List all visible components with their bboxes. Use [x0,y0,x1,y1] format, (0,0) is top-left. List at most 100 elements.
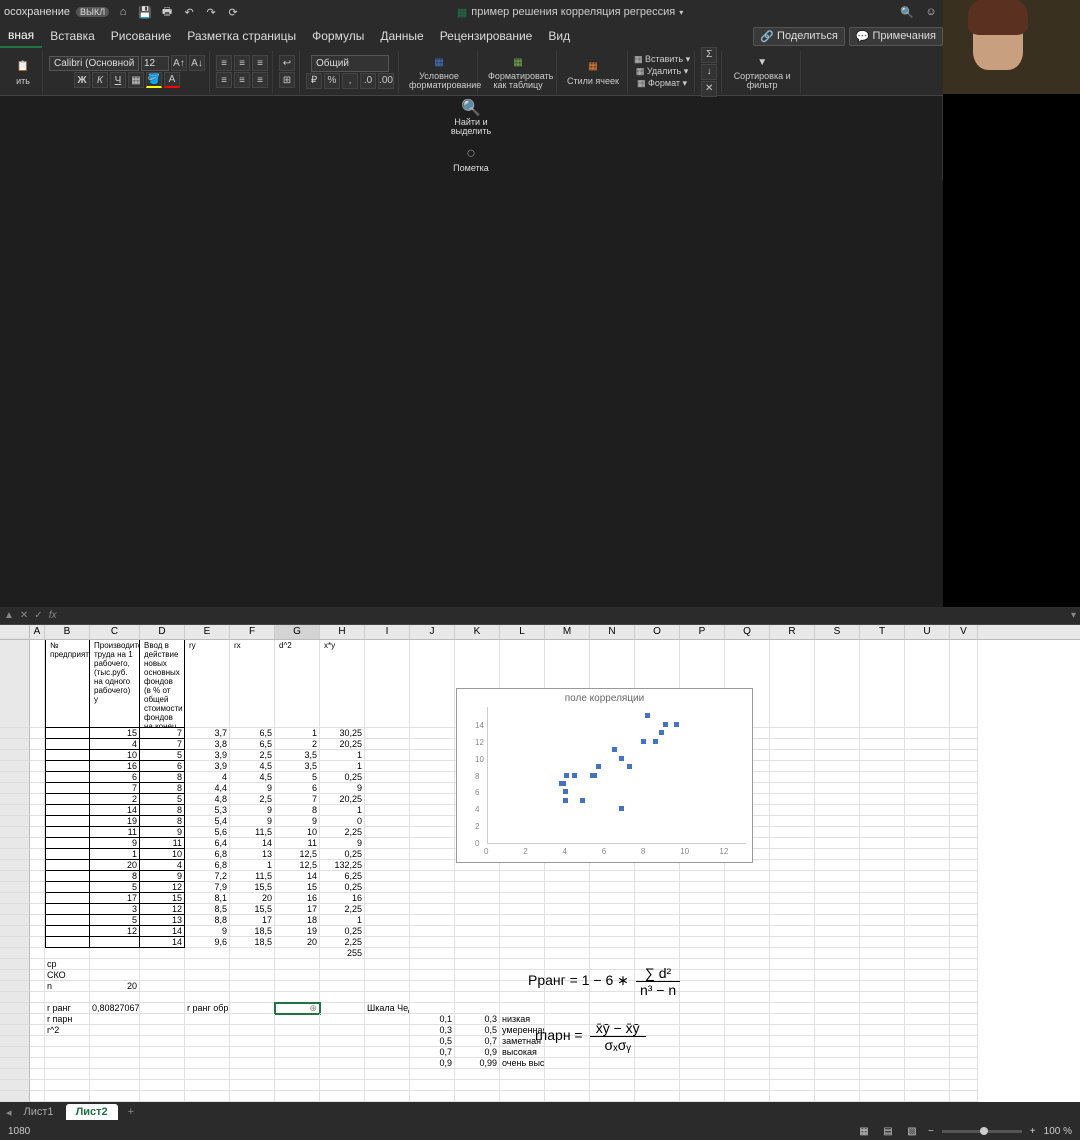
cell[interactable] [725,948,770,959]
cell[interactable]: 13 [230,849,275,860]
cell[interactable]: 12 [90,926,140,937]
cell[interactable] [45,937,90,948]
delete-cells-button[interactable]: ▦ Удалить ▾ [636,66,688,77]
font-select[interactable] [49,56,139,71]
cell[interactable]: 0,9 [410,1058,455,1069]
cell[interactable] [680,904,725,915]
cell[interactable] [410,959,455,970]
currency-icon[interactable]: ₽ [306,73,322,89]
cell[interactable] [590,1080,635,1091]
cell[interactable] [770,1058,815,1069]
cell[interactable] [30,794,45,805]
dec-inc-icon[interactable]: .0 [360,73,376,89]
cell[interactable] [410,882,455,893]
undo-icon[interactable]: ↶ [181,4,197,20]
cell[interactable]: 11,5 [230,827,275,838]
cell[interactable]: 12 [140,904,185,915]
cell[interactable] [275,1091,320,1102]
cell[interactable] [860,1003,905,1014]
fx-icon[interactable]: fx [49,610,57,621]
cell[interactable] [725,926,770,937]
cell[interactable] [45,926,90,937]
cell[interactable] [905,783,950,794]
cell[interactable] [90,1014,140,1025]
cell[interactable]: 8,1 [185,893,230,904]
cell[interactable] [185,1069,230,1080]
expand-formula-icon[interactable]: ▾ [1071,610,1076,621]
cell[interactable]: 5,4 [185,816,230,827]
cell[interactable] [45,1080,90,1091]
col-header-P[interactable]: P [680,625,725,639]
cell[interactable] [500,948,545,959]
cell[interactable]: 13 [140,915,185,926]
cell[interactable] [45,860,90,871]
cell[interactable] [950,860,978,871]
cell[interactable]: 14 [230,838,275,849]
cell[interactable]: 5,6 [185,827,230,838]
cell[interactable]: 5,3 [185,805,230,816]
cell[interactable] [410,640,455,728]
cell[interactable] [140,948,185,959]
cell[interactable] [140,992,185,1003]
cell[interactable] [725,882,770,893]
cell[interactable] [860,893,905,904]
cell[interactable] [590,882,635,893]
cell[interactable]: 0 [320,816,365,827]
cell[interactable] [410,893,455,904]
cell[interactable] [545,1080,590,1091]
view-normal-icon[interactable]: ▦ [856,1123,872,1139]
add-sheet-icon[interactable]: + [120,1106,142,1118]
cell[interactable] [455,893,500,904]
comma-icon[interactable]: , [342,73,358,89]
cell[interactable] [950,871,978,882]
cell[interactable]: 15,5 [230,904,275,915]
cell[interactable] [950,640,978,728]
cell[interactable] [140,1047,185,1058]
cell[interactable] [950,915,978,926]
redo-icon[interactable]: ↷ [203,4,219,20]
cell[interactable] [590,1058,635,1069]
cell[interactable] [365,948,410,959]
cell[interactable] [860,970,905,981]
cell[interactable] [90,1047,140,1058]
cell[interactable] [140,1069,185,1080]
cell[interactable]: 9 [90,838,140,849]
cell[interactable] [410,926,455,937]
cell[interactable] [950,728,978,739]
cell[interactable]: ry [185,640,230,728]
cell[interactable] [680,970,725,981]
accept-formula-icon[interactable]: ✓ [34,610,42,621]
cell[interactable] [815,882,860,893]
cell[interactable]: 2 [275,739,320,750]
cell[interactable] [815,937,860,948]
cell[interactable]: 7 [275,794,320,805]
cell[interactable]: 7,2 [185,871,230,882]
cell[interactable] [860,926,905,937]
cell[interactable] [635,1058,680,1069]
cell[interactable]: 14 [90,805,140,816]
cell[interactable]: 11 [275,838,320,849]
col-header-Q[interactable]: Q [725,625,770,639]
cell[interactable] [320,1069,365,1080]
cell[interactable] [815,1003,860,1014]
cell[interactable] [500,1003,545,1014]
tab-formulas[interactable]: Формулы [304,25,372,47]
font-size[interactable] [141,56,169,71]
cell[interactable] [230,1058,275,1069]
cell[interactable] [950,783,978,794]
cell[interactable] [815,1036,860,1047]
cell[interactable] [905,640,950,728]
cell[interactable] [680,1014,725,1025]
cell[interactable] [545,1058,590,1069]
cell[interactable]: 6,4 [185,838,230,849]
cell[interactable] [320,970,365,981]
cell[interactable]: 8,8 [185,915,230,926]
cell[interactable] [30,882,45,893]
home-icon[interactable]: ⌂ [115,4,131,20]
cell[interactable] [770,937,815,948]
cell[interactable] [45,1047,90,1058]
cell[interactable] [905,1025,950,1036]
cell[interactable] [30,849,45,860]
cell[interactable] [455,904,500,915]
cell[interactable] [680,1091,725,1102]
